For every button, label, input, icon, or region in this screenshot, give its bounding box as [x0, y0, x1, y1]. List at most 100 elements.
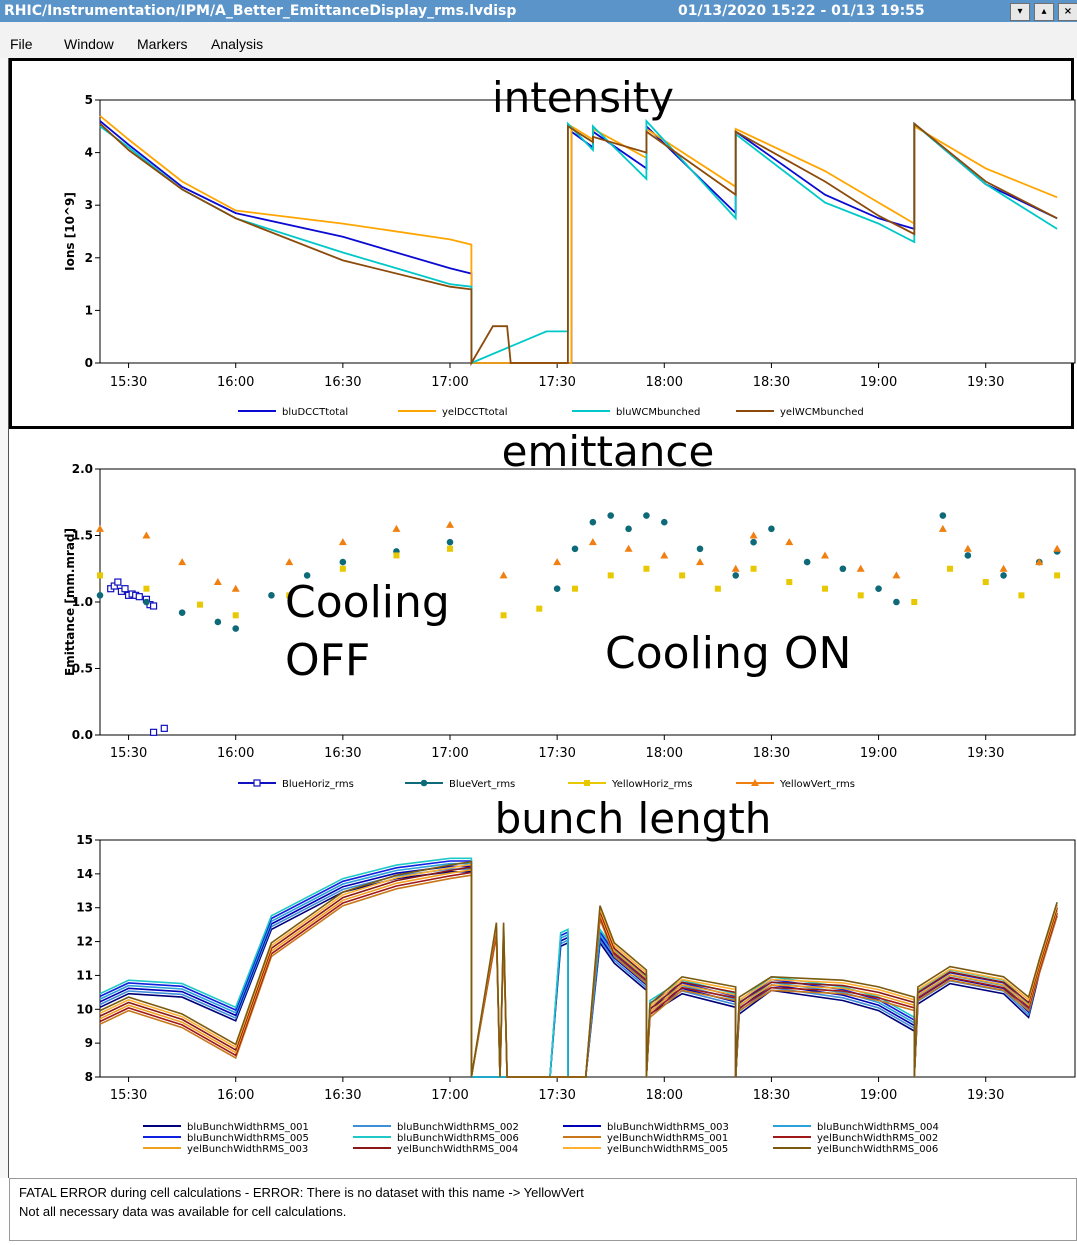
data-point [893, 598, 900, 606]
title-bar[interactable]: RHIC/Instrumentation/IPM/A_Better_Emitta… [0, 0, 1077, 22]
data-point [964, 552, 972, 559]
data-point [339, 558, 347, 566]
emittance-chart[interactable]: 0.0 0.5 1.0 1.5 2.0 15:30 16:00 16:30 17:00 17:30… [63, 427, 1076, 790]
data-point [553, 558, 562, 566]
menu-markers[interactable]: Markers [137, 36, 188, 52]
data-point [446, 520, 454, 528]
warning-message: Not all necessary data was available for… [19, 1204, 347, 1219]
data-point [268, 592, 275, 599]
data-point [750, 538, 757, 546]
x-tick-label: 16:30 [324, 746, 361, 761]
data-point [875, 585, 882, 592]
intensity-chart[interactable]: 0 1 2 3 4 5 15:30 16:00 16:30 17:00 17:30 18:00 18:3… [63, 73, 1076, 418]
chart-title: intensity [492, 73, 674, 122]
x-tick-label: 19:30 [967, 375, 1004, 390]
x-tick-label: 18:30 [753, 375, 790, 390]
data-point [143, 598, 150, 606]
plot-area [99, 468, 1076, 736]
legend-label: bluDCCTtotal [282, 407, 348, 418]
y-tick-label: 0.0 [72, 728, 93, 742]
data-point [149, 728, 158, 736]
x-tick-label: 19:30 [967, 746, 1004, 761]
x-tick-label: 19:00 [860, 746, 897, 761]
data-point [939, 512, 947, 519]
data-point [499, 571, 508, 579]
data-point [447, 545, 453, 552]
data-point [643, 565, 650, 572]
x-tick-label: 17:00 [431, 375, 468, 390]
data-point [911, 599, 918, 605]
x-tick-label: 16:00 [217, 375, 254, 390]
legend-label: bluBunchWidthRMS_005 [187, 1133, 309, 1144]
series-line [99, 860, 1058, 1078]
maximize-icon[interactable]: ▴ [1034, 3, 1054, 21]
data-point [731, 564, 740, 572]
data-point [96, 592, 104, 599]
data-point [231, 584, 240, 592]
y-tick-label: 4 [85, 146, 93, 160]
data-point [732, 572, 740, 579]
data-point [624, 544, 633, 552]
data-point [660, 518, 668, 526]
data-point [1018, 592, 1025, 599]
x-tick-label: 18:30 [753, 1088, 790, 1103]
y-tick-label: 2.0 [72, 462, 93, 476]
legend-label: bluBunchWidthRMS_006 [397, 1133, 519, 1144]
bunch-length-chart[interactable]: 8 9 10 11 12 13 14 15 15:30 16:00 16:30 17:00 17:30 1… [76, 794, 1076, 1155]
data-point [821, 551, 829, 559]
data-point [142, 531, 151, 539]
data-point [822, 585, 828, 592]
data-point [1054, 572, 1061, 579]
message-panel[interactable]: FATAL ERROR during cell calculations - E… [9, 1178, 1077, 1241]
y-tick-label: 15 [76, 833, 93, 847]
data-point [214, 618, 222, 626]
menu-analysis[interactable]: Analysis [211, 36, 264, 52]
left-splitter[interactable] [0, 58, 9, 1178]
data-point [786, 579, 793, 586]
x-tick-label: 18:00 [646, 1088, 683, 1103]
data-point [572, 585, 578, 592]
data-point [982, 579, 989, 586]
data-point [536, 605, 543, 612]
close-icon[interactable]: × [1058, 3, 1077, 21]
y-tick-label: 10 [76, 1002, 93, 1016]
data-point [232, 612, 239, 619]
data-point [232, 625, 240, 632]
data-point [114, 578, 122, 586]
data-point [392, 524, 401, 532]
data-point [679, 572, 686, 579]
x-tick-label: 15:30 [110, 746, 147, 761]
legend-label: yelBunchWidthRMS_001 [607, 1133, 728, 1144]
y-tick-label: 1 [85, 303, 93, 317]
y-tick-label: 0 [85, 356, 93, 370]
data-point [589, 518, 597, 526]
y-tick-label: 9 [85, 1036, 93, 1050]
y-axis-label: Emittance [mm.mrad] [63, 528, 77, 676]
data-point [857, 592, 864, 599]
data-point [607, 572, 614, 579]
data-point [1053, 544, 1062, 552]
legend-label: yelBunchWidthRMS_002 [817, 1133, 938, 1144]
menu-file[interactable]: File [10, 36, 33, 52]
data-point [938, 524, 947, 532]
menu-window[interactable]: Window [64, 36, 114, 52]
data-point [553, 585, 561, 592]
legend-label: BlueHoriz_rms [282, 779, 354, 790]
data-point [178, 558, 187, 566]
y-tick-label: 5 [85, 93, 93, 107]
cooling-off-label-1: Cooling [285, 577, 450, 628]
data-point [607, 512, 615, 519]
data-point [178, 609, 186, 616]
data-point [253, 779, 261, 787]
x-tick-label: 16:30 [324, 375, 361, 390]
legend-label: yelBunchWidthRMS_003 [187, 1144, 308, 1155]
x-tick-label: 16:30 [324, 1088, 361, 1103]
minimize-icon[interactable]: ▾ [1010, 3, 1030, 21]
legend-label: bluBunchWidthRMS_003 [607, 1122, 729, 1133]
chart-title: bunch length [495, 794, 772, 843]
legend-label: YellowVert_rms [779, 779, 855, 790]
data-point [856, 564, 865, 572]
legend-label: yelWCMbunched [780, 407, 864, 418]
data-point [785, 538, 794, 546]
x-tick-label: 18:00 [646, 375, 683, 390]
